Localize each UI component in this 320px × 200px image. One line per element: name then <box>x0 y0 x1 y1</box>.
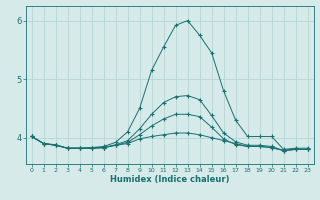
X-axis label: Humidex (Indice chaleur): Humidex (Indice chaleur) <box>110 175 229 184</box>
